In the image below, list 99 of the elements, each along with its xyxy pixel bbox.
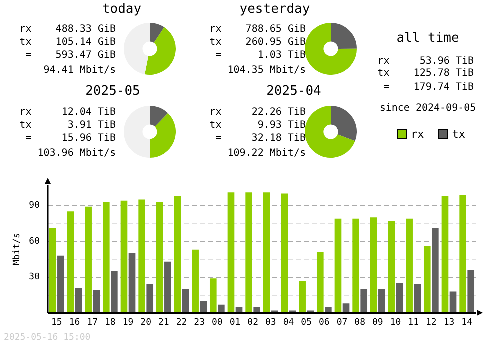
bar — [93, 290, 100, 314]
x-tick-label: 14 — [462, 318, 473, 328]
bar — [75, 288, 82, 314]
x-tick-label: 22 — [176, 318, 188, 328]
text: tx 3.91 TiB — [18, 119, 116, 132]
text: 109.22 Mbit/s — [226, 147, 306, 160]
bar — [200, 301, 208, 314]
bar — [378, 289, 386, 314]
bar — [164, 262, 172, 314]
bar — [120, 200, 128, 314]
x-tick-label: 01 — [230, 318, 241, 328]
text: 94.41 Mbit/s — [42, 64, 116, 77]
x-tick-label: 13 — [444, 318, 455, 328]
bar — [460, 194, 466, 314]
bar — [85, 206, 92, 314]
bar — [334, 218, 342, 314]
x-tick-label: 06 — [318, 318, 330, 328]
text: 103.96 Mbit/s — [36, 147, 116, 160]
text: all time — [396, 31, 460, 46]
bar — [450, 292, 457, 314]
bar — [442, 196, 449, 314]
bar — [281, 194, 288, 314]
bar — [432, 228, 439, 314]
y-tick-label: 90 — [29, 201, 40, 212]
x-tick-label: 20 — [140, 318, 152, 328]
bar — [246, 192, 252, 314]
y-tick-label: 60 — [29, 236, 40, 247]
x-tick-label: 00 — [212, 318, 223, 328]
text: rx 22.26 TiB — [208, 106, 306, 119]
chart-title: yesterday — [240, 2, 310, 17]
chart-title: today — [102, 2, 142, 17]
bar — [67, 212, 74, 314]
legend-label: rx — [411, 128, 424, 141]
bar — [299, 280, 306, 314]
text: tx 105.14 GiB — [18, 36, 116, 49]
bar — [146, 284, 154, 314]
text: rx 488.33 GiB — [18, 23, 116, 36]
chart-title: 2025-04 — [266, 84, 322, 99]
text: rx 53.96 TiB — [376, 55, 474, 68]
x-tick-label: 07 — [336, 318, 348, 328]
x-tick-label: 03 — [265, 318, 276, 328]
bar — [360, 289, 368, 314]
bar — [424, 246, 431, 314]
x-tick-label: 05 — [301, 318, 312, 328]
x-tick-label: 16 — [69, 318, 80, 328]
bar — [218, 304, 225, 314]
bar — [325, 307, 332, 314]
y-axis-title: Mbit/s — [12, 233, 23, 266]
bar — [49, 228, 56, 314]
text: tx 9.93 TiB — [208, 119, 306, 132]
x-tick-label: 12 — [426, 318, 437, 328]
x-tick-label: 17 — [87, 318, 98, 328]
bar — [254, 307, 261, 314]
text: = 32.18 TiB — [214, 132, 306, 145]
bar — [352, 218, 360, 314]
text: = 179.74 TiB — [382, 81, 474, 94]
legend-label: tx — [452, 128, 466, 141]
bar — [210, 278, 217, 314]
bar — [388, 221, 396, 314]
bar — [128, 253, 136, 314]
x-tick-label: 11 — [408, 318, 420, 328]
bar — [414, 284, 422, 314]
x-tick-label: 02 — [248, 318, 259, 328]
x-tick-label: 10 — [390, 318, 402, 328]
text: rx 788.65 GiB — [208, 23, 306, 36]
bar — [102, 202, 110, 314]
bar — [182, 289, 190, 314]
bar — [192, 250, 199, 314]
bar — [316, 252, 324, 314]
bar — [342, 304, 350, 314]
text: = 15.96 TiB — [24, 132, 116, 145]
bar — [174, 196, 182, 314]
x-tick-label: 04 — [283, 318, 294, 328]
bar — [138, 200, 146, 314]
text: = 593.47 GiB — [24, 49, 116, 62]
x-tick-label: 21 — [158, 318, 170, 328]
x-tick-label: 08 — [354, 318, 366, 328]
x-tick-label: 18 — [104, 318, 116, 328]
bar — [263, 192, 270, 314]
bar — [406, 218, 413, 314]
text: 104.35 Mbit/s — [226, 64, 306, 77]
y-tick-label: 30 — [29, 272, 40, 283]
text: tx 125.78 TiB — [376, 67, 474, 80]
bar — [228, 192, 235, 314]
x-tick-label: 09 — [372, 318, 384, 328]
x-tick-label: 15 — [51, 318, 62, 328]
bar — [58, 256, 64, 314]
text: tx 260.95 GiB — [208, 36, 306, 49]
text: since 2024-09-05 — [378, 102, 478, 115]
x-tick-label: 19 — [122, 318, 134, 328]
text: = 1.03 TiB — [214, 49, 306, 62]
text: rx 12.04 TiB — [18, 106, 116, 119]
bar — [111, 271, 118, 314]
bar — [396, 283, 404, 314]
chart-title: 2025-05 — [86, 84, 140, 99]
x-tick-label: 23 — [194, 318, 206, 328]
bar — [370, 218, 378, 314]
bar — [156, 202, 164, 314]
bar — [468, 270, 475, 314]
